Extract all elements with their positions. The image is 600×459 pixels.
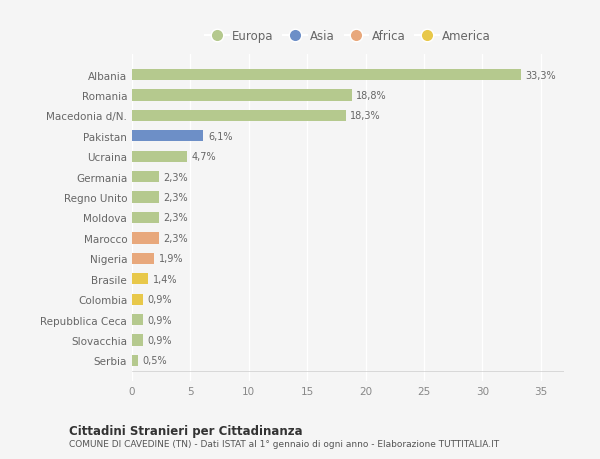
Text: 2,3%: 2,3%: [164, 172, 188, 182]
Text: COMUNE DI CAVEDINE (TN) - Dati ISTAT al 1° gennaio di ogni anno - Elaborazione T: COMUNE DI CAVEDINE (TN) - Dati ISTAT al …: [69, 439, 499, 448]
Text: 18,8%: 18,8%: [356, 91, 387, 101]
Text: 2,3%: 2,3%: [164, 193, 188, 203]
Text: 0,9%: 0,9%: [147, 315, 172, 325]
Text: 18,3%: 18,3%: [350, 111, 381, 121]
Text: 2,3%: 2,3%: [164, 213, 188, 223]
Bar: [132, 213, 159, 224]
Bar: [132, 314, 143, 325]
Bar: [132, 172, 159, 183]
Bar: [132, 335, 143, 346]
Bar: [132, 294, 143, 305]
Bar: [132, 355, 138, 366]
Text: 2,3%: 2,3%: [164, 233, 188, 243]
Text: 0,9%: 0,9%: [147, 335, 172, 345]
Bar: [132, 90, 352, 101]
Text: 33,3%: 33,3%: [526, 71, 556, 80]
Text: 0,9%: 0,9%: [147, 295, 172, 304]
Text: 0,5%: 0,5%: [143, 356, 167, 365]
Bar: [132, 111, 346, 122]
Legend: Europa, Asia, Africa, America: Europa, Asia, Africa, America: [200, 25, 496, 48]
Text: 6,1%: 6,1%: [208, 132, 232, 141]
Text: 1,4%: 1,4%: [153, 274, 178, 284]
Bar: [132, 151, 187, 162]
Bar: [132, 131, 203, 142]
Text: 4,7%: 4,7%: [191, 152, 216, 162]
Text: 1,9%: 1,9%: [159, 254, 184, 264]
Bar: [132, 70, 521, 81]
Text: Cittadini Stranieri per Cittadinanza: Cittadini Stranieri per Cittadinanza: [69, 424, 302, 437]
Bar: [132, 253, 154, 264]
Bar: [132, 274, 148, 285]
Bar: [132, 233, 159, 244]
Bar: [132, 192, 159, 203]
